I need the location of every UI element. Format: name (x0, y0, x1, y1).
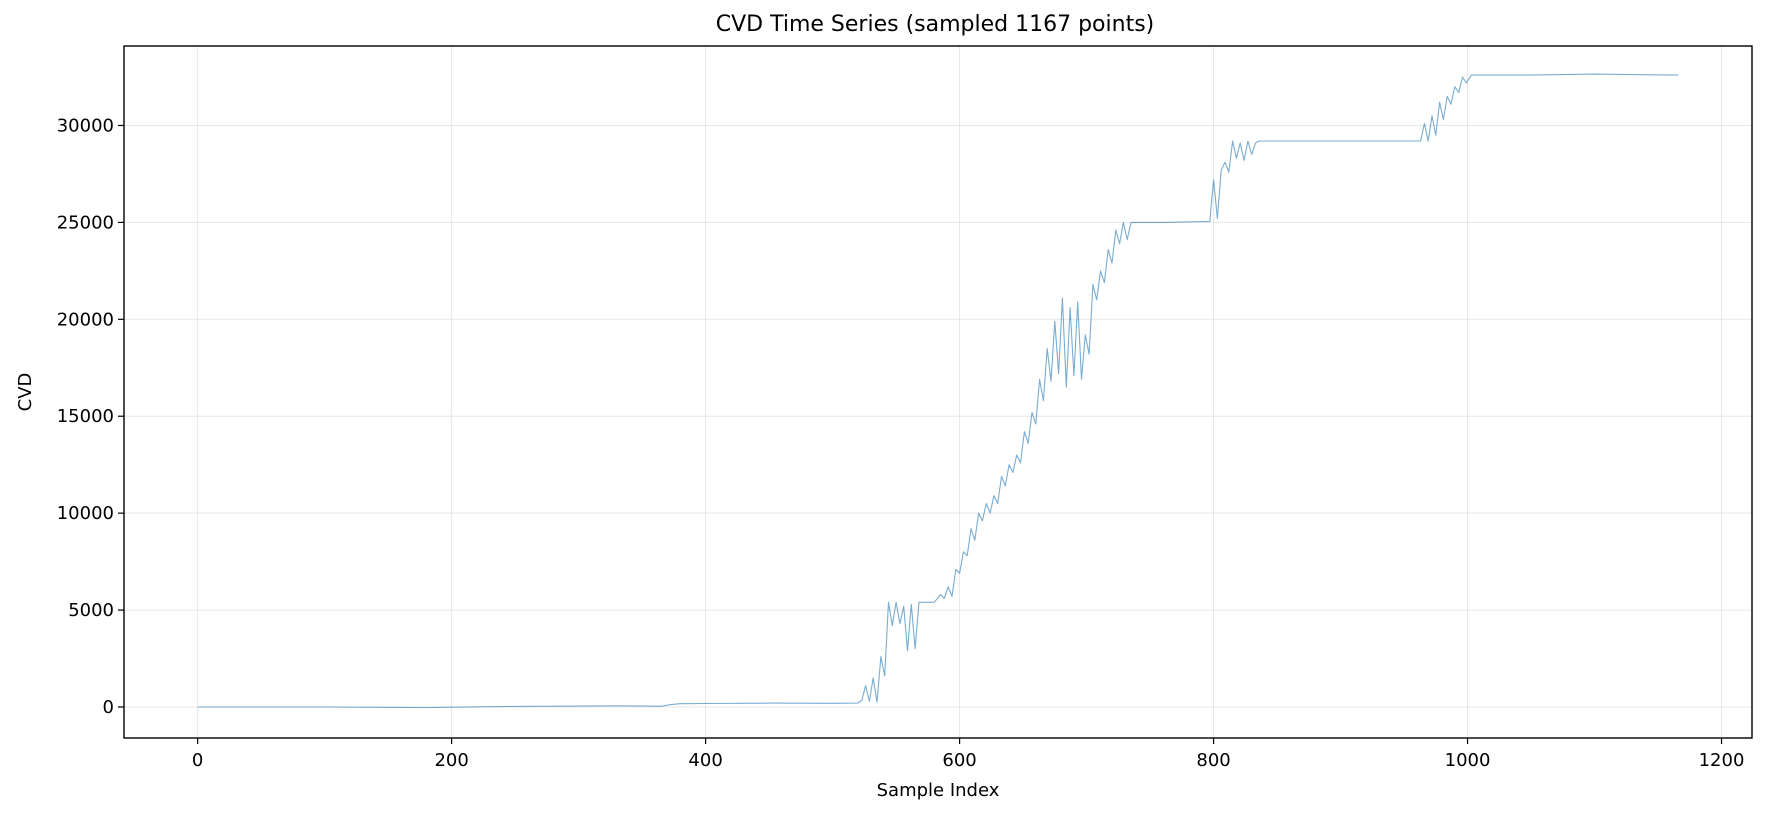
series-line (197, 73, 1679, 709)
x-tick-label: 1200 (1699, 750, 1745, 771)
x-tick-label: 200 (434, 750, 468, 771)
y-tick-label: 30000 (57, 115, 114, 136)
x-axis-label: Sample Index (877, 780, 1000, 801)
y-tick-label: 0 (103, 697, 114, 718)
y-axis: 0 5000 10000 15000 20000 25000 30000 (57, 115, 124, 718)
x-tick-label: 600 (942, 750, 976, 771)
grid (124, 46, 1752, 738)
y-tick-label: 25000 (57, 212, 114, 233)
chart-title: CVD Time Series (sampled 1167 points) (716, 12, 1155, 37)
x-tick-label: 800 (1196, 750, 1230, 771)
x-tick-label: 1000 (1445, 750, 1491, 771)
y-tick-label: 15000 (57, 406, 114, 427)
plot-frame (123, 45, 1753, 739)
x-tick-label: 0 (192, 750, 203, 771)
y-tick-label: 10000 (57, 503, 114, 524)
x-axis: 0 200 400 600 800 1000 1200 (192, 738, 1745, 771)
y-tick-label: 20000 (57, 309, 114, 330)
y-tick-label: 5000 (68, 600, 114, 621)
series-layer (197, 73, 1679, 709)
x-tick-label: 400 (688, 750, 722, 771)
y-axis-label: CVD (15, 373, 36, 412)
